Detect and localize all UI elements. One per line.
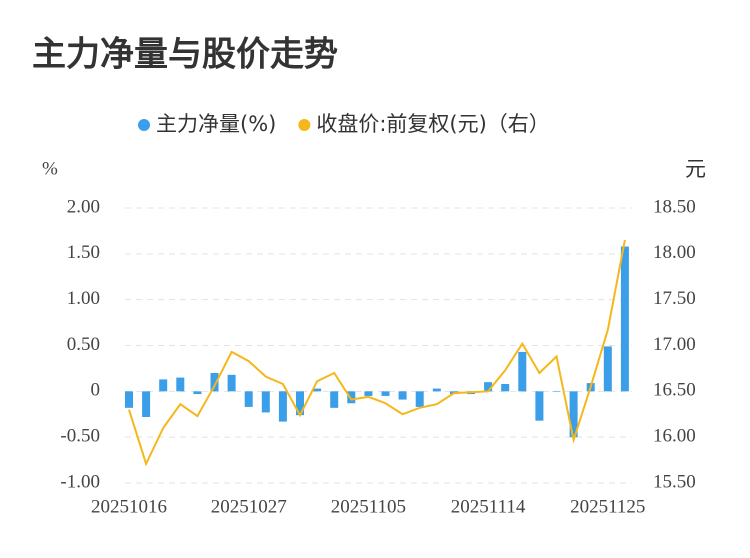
bar <box>278 391 287 422</box>
x-tick-label: 20251027 <box>211 496 287 517</box>
bar <box>620 246 629 392</box>
y-tick-label: 0 <box>91 380 101 401</box>
y-axis-label: % <box>42 158 58 179</box>
bar <box>364 391 373 396</box>
bar <box>296 391 304 416</box>
bar <box>159 379 168 392</box>
chart-title: 主力净量与股价走势 <box>32 35 338 75</box>
y-tick-label: 0.50 <box>67 334 100 355</box>
bar <box>176 377 185 392</box>
bar <box>484 382 493 392</box>
bar <box>518 351 527 392</box>
x-tick-label: 20251105 <box>331 496 406 517</box>
legend-label: 收盘价:前复权(元)（右） <box>316 112 549 136</box>
bar <box>569 391 578 438</box>
bar <box>603 346 612 392</box>
y2-tick-label: 18.00 <box>653 242 696 263</box>
bar <box>347 391 356 404</box>
legend-marker <box>138 119 150 131</box>
x-tick-label: 20251016 <box>91 496 167 517</box>
bar <box>432 388 441 392</box>
y2-tick-label: 17.00 <box>653 334 696 355</box>
y2-tick-label: 15.50 <box>653 471 696 492</box>
bar <box>330 391 339 408</box>
bar <box>501 384 510 392</box>
bar <box>415 391 424 407</box>
bar <box>381 391 390 396</box>
bar <box>142 391 151 417</box>
y2-tick-label: 17.50 <box>653 288 696 309</box>
bar <box>552 391 561 392</box>
y-tick-label: -0.50 <box>60 426 100 447</box>
bar <box>227 374 236 392</box>
y-tick-label: 1.50 <box>67 242 100 263</box>
bar <box>210 373 219 392</box>
y2-tick-label: 16.50 <box>653 380 696 401</box>
y-tick-label: 1.00 <box>67 288 100 309</box>
bar <box>535 391 544 421</box>
y2-tick-label: 16.00 <box>653 426 696 447</box>
y2-axis-label: 元 <box>685 157 706 181</box>
legend-marker <box>298 119 311 131</box>
price-line <box>128 239 626 467</box>
y-tick-label: -1.00 <box>60 471 100 492</box>
bar <box>193 391 202 395</box>
bar <box>261 391 270 413</box>
x-tick-label: 20251125 <box>570 496 645 517</box>
x-tick-label: 20251114 <box>451 496 526 517</box>
bar <box>398 391 407 400</box>
bar <box>313 388 322 392</box>
bar <box>125 391 133 408</box>
y-tick-label: 2.00 <box>67 196 100 217</box>
y2-tick-label: 18.50 <box>653 196 696 217</box>
bar <box>244 391 253 407</box>
legend-label: 主力净量(%) <box>156 112 276 136</box>
